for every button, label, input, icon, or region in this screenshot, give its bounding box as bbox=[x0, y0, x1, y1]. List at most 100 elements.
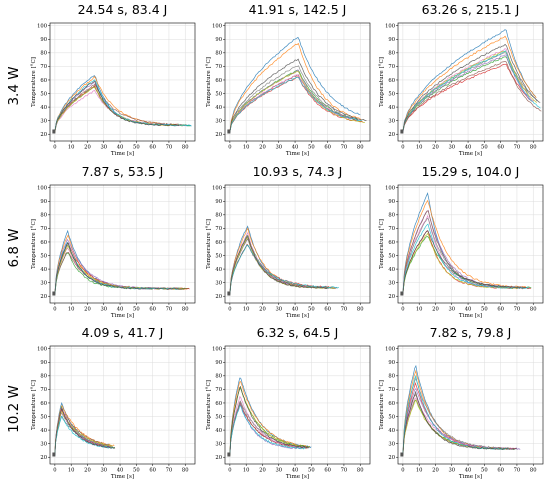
y-tick-label: 20 bbox=[388, 132, 395, 138]
series-line-9 bbox=[402, 50, 541, 132]
x-tick-label: 30 bbox=[100, 468, 107, 474]
series-line-10 bbox=[402, 229, 522, 294]
panel-title-4: 10.93 s, 74.3 J bbox=[253, 164, 343, 179]
x-tick-label: 60 bbox=[324, 145, 331, 151]
y-tick-label: 60 bbox=[40, 240, 47, 246]
x-tick-label: 60 bbox=[497, 468, 504, 474]
row-label-0: 3.4 W bbox=[6, 66, 22, 105]
x-tick-label: 50 bbox=[308, 307, 315, 313]
x-tick-label: 10 bbox=[68, 145, 75, 151]
x-tick-label: 70 bbox=[514, 468, 521, 474]
x-tick-label: 40 bbox=[117, 145, 124, 151]
y-tick-label: 100 bbox=[212, 24, 222, 30]
x-tick-label: 60 bbox=[324, 307, 331, 313]
x-tick-label: 60 bbox=[497, 307, 504, 313]
series-group bbox=[227, 36, 367, 134]
y-tick-label: 90 bbox=[388, 360, 395, 366]
x-tick-label: 10 bbox=[243, 307, 250, 313]
y-tick-label: 70 bbox=[388, 64, 395, 70]
y-tick-label: 20 bbox=[215, 455, 222, 461]
x-tick-label: 60 bbox=[149, 145, 156, 151]
y-tick-label: 20 bbox=[388, 294, 395, 300]
start-marker bbox=[52, 452, 56, 457]
y-tick-label: 40 bbox=[388, 105, 395, 111]
y-tick-label: 100 bbox=[385, 24, 395, 30]
series-line-10 bbox=[229, 385, 310, 455]
y-axis-label: Temperature [°C] bbox=[31, 57, 37, 107]
x-tick-label: 40 bbox=[465, 307, 472, 313]
y-tick-label: 80 bbox=[215, 374, 222, 380]
series-line-8 bbox=[229, 70, 365, 131]
panel-1-1: 10.93 s, 74.3 J 0 10 20 30 40 50 60 70 80 20 30 40 50… bbox=[206, 164, 371, 319]
series-group bbox=[400, 192, 532, 296]
series-line-3 bbox=[402, 63, 533, 132]
x-tick-label: 80 bbox=[530, 145, 537, 151]
x-tick-label: 20 bbox=[432, 468, 439, 474]
y-tick-label: 40 bbox=[215, 267, 222, 273]
y-tick-label: 40 bbox=[388, 428, 395, 434]
x-tick-label: 20 bbox=[432, 145, 439, 151]
x-tick-label: 0 bbox=[228, 468, 231, 474]
y-tick-label: 70 bbox=[388, 387, 395, 393]
x-axis-label: Time [s] bbox=[286, 313, 309, 319]
panels: 24.54 s, 83.4 J 0 10 20 30 40 50 60 70 80 20 30 40 50… bbox=[31, 2, 544, 480]
x-axis-label: Time [s] bbox=[459, 474, 482, 480]
y-axis-label: Temperature [°C] bbox=[206, 380, 212, 430]
y-tick-label: 20 bbox=[388, 455, 395, 461]
panel-2-2: 7.82 s, 79.8 J 0 10 20 30 40 50 60 70 80 20 30 40 50 6… bbox=[379, 325, 544, 480]
y-tick-label: 80 bbox=[215, 213, 222, 219]
x-tick-label: 0 bbox=[228, 307, 231, 313]
panel-title-1: 41.91 s, 142.5 J bbox=[249, 2, 347, 17]
y-tick-label: 70 bbox=[388, 226, 395, 232]
y-tick-label: 60 bbox=[388, 78, 395, 84]
series-line-8 bbox=[402, 50, 537, 131]
y-tick-label: 80 bbox=[40, 213, 47, 219]
y-tick-label: 20 bbox=[215, 294, 222, 300]
x-tick-label: 0 bbox=[228, 145, 231, 151]
x-tick-label: 20 bbox=[84, 307, 91, 313]
x-tick-label: 20 bbox=[84, 145, 91, 151]
panel-title-5: 15.29 s, 104.0 J bbox=[422, 164, 520, 179]
x-tick-label: 50 bbox=[481, 468, 488, 474]
y-tick-label: 80 bbox=[388, 374, 395, 380]
y-tick-label: 30 bbox=[388, 118, 395, 124]
x-tick-label: 50 bbox=[133, 145, 140, 151]
x-tick-label: 50 bbox=[133, 468, 140, 474]
x-tick-label: 80 bbox=[357, 468, 364, 474]
x-tick-label: 30 bbox=[275, 468, 282, 474]
series-line-7 bbox=[229, 65, 357, 132]
start-marker bbox=[52, 129, 56, 134]
x-tick-label: 30 bbox=[448, 307, 455, 313]
start-marker bbox=[52, 291, 56, 296]
x-tick-label: 20 bbox=[432, 307, 439, 313]
y-tick-label: 40 bbox=[40, 267, 47, 273]
x-tick-label: 80 bbox=[357, 307, 364, 313]
series-line-8 bbox=[54, 411, 113, 455]
x-tick-label: 60 bbox=[149, 468, 156, 474]
x-tick-label: 70 bbox=[341, 145, 348, 151]
x-tick-label: 10 bbox=[68, 468, 75, 474]
x-tick-label: 10 bbox=[416, 468, 423, 474]
x-tick-label: 80 bbox=[357, 145, 364, 151]
y-tick-label: 30 bbox=[388, 280, 395, 286]
series-line-1 bbox=[229, 42, 362, 132]
series-line-0 bbox=[229, 377, 312, 456]
y-tick-label: 50 bbox=[40, 91, 47, 97]
x-tick-label: 80 bbox=[182, 307, 189, 313]
panel-title-6: 4.09 s, 41.7 J bbox=[82, 325, 164, 340]
x-axis-label: Time [s] bbox=[111, 313, 134, 319]
x-tick-label: 10 bbox=[243, 145, 250, 151]
x-tick-label: 10 bbox=[416, 307, 423, 313]
y-tick-label: 100 bbox=[37, 186, 47, 192]
panel-1-0: 7.87 s, 53.5 J 0 10 20 30 40 50 60 70 80 20 30 40 50 6… bbox=[31, 164, 196, 319]
y-tick-label: 60 bbox=[40, 78, 47, 84]
x-tick-label: 70 bbox=[166, 307, 173, 313]
series-line-7 bbox=[402, 376, 509, 454]
x-axis-label: Time [s] bbox=[459, 151, 482, 157]
y-tick-label: 70 bbox=[215, 387, 222, 393]
x-tick-label: 0 bbox=[53, 145, 56, 151]
y-tick-label: 30 bbox=[215, 441, 222, 447]
y-tick-label: 60 bbox=[388, 401, 395, 407]
series-line-2 bbox=[402, 235, 532, 294]
